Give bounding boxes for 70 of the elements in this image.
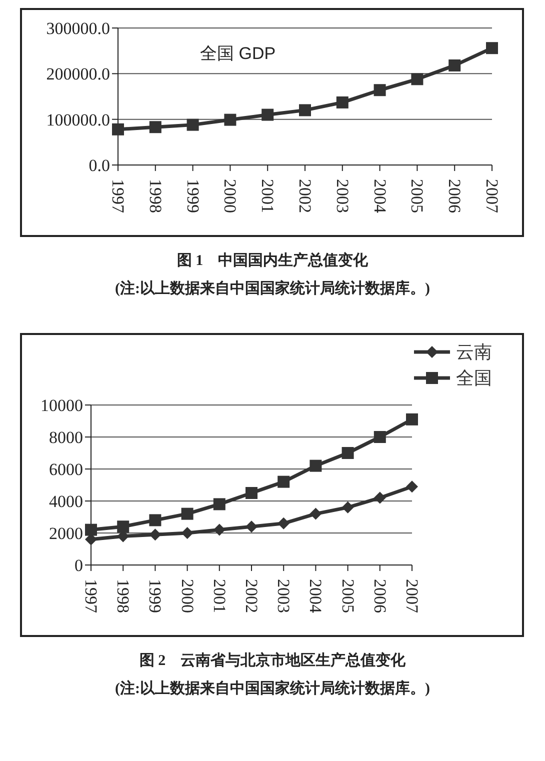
point bbox=[278, 517, 290, 530]
y-tick-label: 8000 bbox=[49, 428, 83, 448]
point bbox=[246, 520, 258, 533]
point bbox=[117, 520, 130, 533]
x-tick-label: 2001 bbox=[210, 579, 229, 613]
point bbox=[486, 42, 498, 54]
x-tick-label: 2000 bbox=[220, 179, 240, 213]
x-tick-label: 2006 bbox=[445, 179, 464, 213]
text: (注:以上数据来自中国国家统计局统计数据库。) bbox=[114, 679, 431, 699]
y-tick-label: 300000.0 bbox=[46, 19, 110, 38]
point bbox=[224, 114, 236, 126]
point bbox=[342, 447, 354, 459]
y-tick-label: 200000.0 bbox=[46, 64, 110, 84]
point bbox=[112, 123, 124, 136]
x-tick-label: 2006 bbox=[370, 579, 390, 613]
x-tick-label: 2000 bbox=[178, 579, 197, 613]
y-tick-label: 0 bbox=[74, 556, 83, 576]
point bbox=[310, 460, 322, 472]
x-tick-label: 2001 bbox=[258, 179, 278, 213]
point bbox=[299, 104, 311, 116]
point bbox=[213, 498, 226, 510]
point bbox=[246, 487, 258, 499]
y-tick-label: 10000 bbox=[40, 396, 83, 416]
point bbox=[406, 480, 418, 493]
y-tick-label: 6000 bbox=[49, 460, 83, 480]
x-tick-label: 1998 bbox=[114, 579, 133, 613]
point bbox=[85, 524, 97, 536]
caption: 图 2 云南省与北京市地区生产总值变化 bbox=[138, 651, 407, 671]
x-tick-label: 1999 bbox=[183, 179, 202, 213]
y-tick-label: 100000.0 bbox=[46, 110, 110, 130]
legend-label: 云南 bbox=[456, 341, 492, 364]
caption: 图 1 中国国内生产总值变化 bbox=[176, 251, 370, 271]
point bbox=[149, 514, 162, 526]
point bbox=[374, 84, 386, 96]
point bbox=[374, 492, 386, 504]
x-tick-label: 2004 bbox=[306, 579, 326, 614]
x-tick-label: 2002 bbox=[296, 179, 314, 213]
point bbox=[262, 108, 274, 121]
y-tick-label: 2000 bbox=[49, 524, 83, 544]
point bbox=[181, 508, 194, 520]
legend-label: 全国 bbox=[456, 367, 492, 390]
point bbox=[374, 431, 386, 443]
x-tick-label: 2005 bbox=[408, 179, 427, 213]
point bbox=[342, 501, 354, 514]
point bbox=[411, 73, 424, 86]
x-tick-label: 1998 bbox=[146, 179, 165, 213]
point bbox=[406, 413, 418, 426]
y-tick-label: 4000 bbox=[49, 492, 83, 512]
x-tick-label: 2007 bbox=[482, 179, 502, 214]
x-tick-label: 2003 bbox=[274, 579, 294, 613]
x-tick-label: 1997 bbox=[108, 179, 128, 214]
x-tick-label: 2003 bbox=[332, 179, 352, 213]
point bbox=[278, 476, 290, 488]
text: (注:以上数据来自中国国家统计局统计数据库。) bbox=[114, 279, 431, 299]
x-tick-label: 2007 bbox=[402, 579, 422, 614]
point bbox=[149, 121, 162, 134]
text: 全国 GDP bbox=[200, 43, 276, 65]
x-tick-label: 1999 bbox=[146, 579, 165, 613]
x-tick-label: 1997 bbox=[82, 579, 100, 614]
point bbox=[448, 59, 461, 72]
point bbox=[310, 508, 322, 520]
point bbox=[181, 527, 194, 539]
point bbox=[149, 528, 162, 541]
x-tick-label: 2005 bbox=[338, 579, 358, 613]
point bbox=[336, 96, 348, 108]
x-tick-label: 2004 bbox=[370, 179, 390, 214]
x-tick-label: 2002 bbox=[242, 579, 261, 613]
y-tick-label: 0.0 bbox=[88, 156, 110, 176]
point bbox=[213, 524, 226, 536]
point bbox=[186, 118, 199, 131]
